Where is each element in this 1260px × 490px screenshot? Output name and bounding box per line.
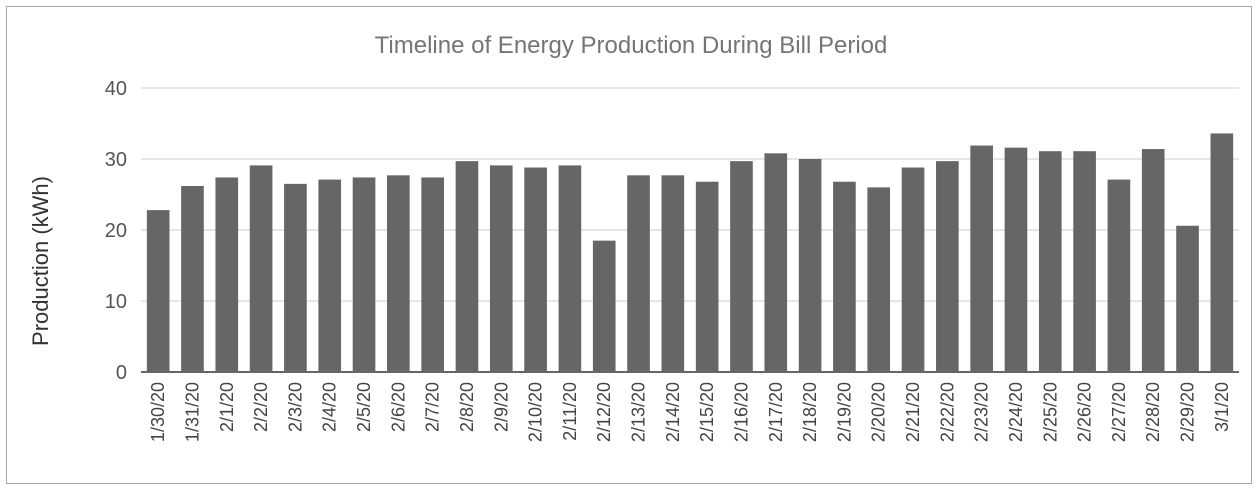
bar xyxy=(421,177,444,372)
bar xyxy=(867,187,890,372)
bar xyxy=(936,161,959,372)
bar xyxy=(799,159,822,372)
bar xyxy=(284,184,307,372)
bar xyxy=(970,146,993,372)
x-tick-label: 2/13/20 xyxy=(629,382,649,442)
x-tick-label: 2/21/20 xyxy=(903,382,923,442)
bar xyxy=(627,175,650,372)
bar xyxy=(353,177,376,372)
chart-title: Timeline of Energy Production During Bil… xyxy=(375,32,888,59)
bar xyxy=(1039,151,1062,372)
x-tick-label: 2/19/20 xyxy=(834,382,854,442)
x-tick-label: 2/20/20 xyxy=(869,382,889,442)
bar xyxy=(902,168,925,372)
chart-frame: Timeline of Energy Production During Bil… xyxy=(6,6,1252,484)
bar xyxy=(456,161,479,372)
bar xyxy=(524,168,547,372)
bar-chart: Timeline of Energy Production During Bil… xyxy=(7,7,1253,485)
y-tick-label: 20 xyxy=(105,220,127,242)
x-tick-label: 2/7/20 xyxy=(423,382,443,432)
y-axis-ticks: 0 10 20 30 40 xyxy=(105,78,127,384)
bar xyxy=(833,182,856,372)
bar xyxy=(764,153,787,372)
y-tick-label: 40 xyxy=(105,78,127,100)
x-tick-label: 3/1/20 xyxy=(1212,382,1232,432)
bar xyxy=(1142,149,1165,372)
x-tick-label: 2/18/20 xyxy=(800,382,820,442)
bar xyxy=(1176,226,1199,372)
y-tick-label: 30 xyxy=(105,149,127,171)
bar xyxy=(387,175,410,372)
y-tick-label: 0 xyxy=(116,362,127,384)
bar xyxy=(318,180,341,372)
x-tick-label: 2/28/20 xyxy=(1143,382,1163,442)
x-tick-label: 2/3/20 xyxy=(285,382,305,432)
x-tick-label: 2/29/20 xyxy=(1178,382,1198,442)
x-tick-label: 2/10/20 xyxy=(526,382,546,442)
x-tick-label: 2/4/20 xyxy=(320,382,340,432)
x-tick-label: 2/22/20 xyxy=(937,382,957,442)
y-tick-label: 10 xyxy=(105,291,127,313)
x-tick-label: 2/11/20 xyxy=(560,382,580,441)
bar xyxy=(696,182,719,372)
x-tick-label: 2/12/20 xyxy=(594,382,614,442)
bar xyxy=(1108,180,1131,372)
bar xyxy=(181,186,204,372)
bar xyxy=(730,161,753,372)
x-tick-label: 2/15/20 xyxy=(697,382,717,442)
x-tick-label: 2/6/20 xyxy=(388,382,408,432)
x-tick-label: 2/1/20 xyxy=(217,382,237,432)
x-tick-label: 2/8/20 xyxy=(457,382,477,432)
bar xyxy=(215,177,238,372)
x-tick-label: 2/23/20 xyxy=(972,382,992,442)
x-tick-label: 2/26/20 xyxy=(1075,382,1095,442)
y-axis-label: Production (kWh) xyxy=(28,176,53,346)
x-tick-label: 2/2/20 xyxy=(251,382,271,432)
x-tick-label: 1/30/20 xyxy=(148,382,168,442)
x-tick-label: 1/31/20 xyxy=(182,382,202,442)
bars xyxy=(147,133,1233,372)
bar xyxy=(1211,133,1234,372)
x-tick-label: 2/5/20 xyxy=(354,382,374,432)
x-tick-label: 2/25/20 xyxy=(1040,382,1060,442)
x-tick-label: 2/9/20 xyxy=(491,382,511,432)
x-tick-label: 2/14/20 xyxy=(663,382,683,442)
x-tick-label: 2/17/20 xyxy=(766,382,786,442)
bar xyxy=(250,165,273,372)
bar xyxy=(593,241,616,372)
x-tick-label: 2/24/20 xyxy=(1006,382,1026,442)
bar xyxy=(147,210,170,372)
bar xyxy=(1005,148,1028,372)
bar xyxy=(662,175,685,372)
x-tick-label: 2/27/20 xyxy=(1109,382,1129,442)
x-tick-label: 2/16/20 xyxy=(731,382,751,442)
bar xyxy=(559,165,582,372)
bar xyxy=(1073,151,1096,372)
x-axis-ticks: 1/30/20 1/31/20 2/1/20 2/2/20 2/3/20 2/4/20 2/… xyxy=(148,382,1232,442)
bar xyxy=(490,165,513,372)
